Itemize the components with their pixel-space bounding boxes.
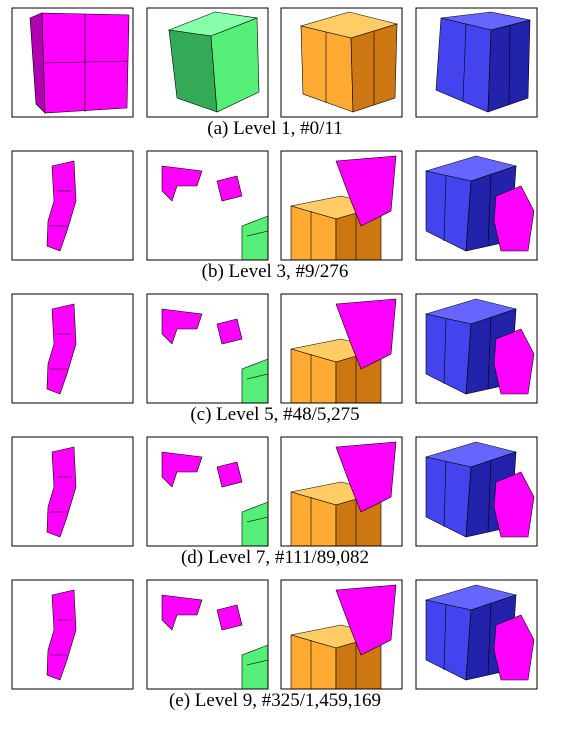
panel — [416, 294, 537, 403]
surface — [242, 502, 268, 546]
render — [162, 452, 268, 546]
panel — [416, 8, 537, 117]
panel — [12, 580, 133, 689]
panel — [147, 437, 268, 546]
surface — [426, 314, 471, 394]
render — [301, 12, 397, 112]
panel — [416, 580, 537, 689]
caption: (c) Level 5, #48/5,275 — [190, 404, 359, 425]
panel — [147, 8, 268, 117]
surface — [301, 26, 353, 112]
render — [426, 442, 534, 537]
render — [47, 447, 76, 537]
surface — [426, 457, 471, 537]
surface — [494, 615, 534, 680]
panel — [147, 580, 268, 689]
panel — [147, 294, 268, 403]
surface — [162, 452, 202, 487]
panel — [281, 8, 402, 117]
surface — [494, 186, 534, 251]
surface — [47, 304, 76, 394]
figure: (a) Level 1, #0/11 (b) Level 3, #9/276 (c)… — [0, 0, 577, 739]
panel — [12, 294, 133, 403]
render — [426, 299, 534, 394]
surface — [169, 30, 217, 112]
surface — [47, 161, 76, 251]
render — [169, 12, 259, 112]
render — [426, 156, 534, 251]
render — [47, 590, 76, 680]
surface — [436, 18, 491, 112]
render — [291, 585, 396, 689]
panel — [416, 437, 537, 546]
surface — [217, 462, 242, 487]
render — [426, 585, 534, 680]
render — [162, 309, 268, 403]
render — [436, 12, 530, 112]
caption: (b) Level 3, #9/276 — [202, 261, 349, 282]
render — [291, 442, 396, 546]
surface — [162, 595, 202, 630]
render — [47, 161, 76, 251]
render — [291, 299, 396, 403]
surface — [494, 472, 534, 537]
surface — [217, 605, 242, 630]
render — [30, 13, 129, 113]
surface — [426, 600, 471, 680]
caption: (d) Level 7, #111/89,082 — [181, 547, 369, 568]
caption: (e) Level 9, #325/1,459,169 — [169, 690, 381, 711]
surface — [242, 359, 268, 403]
render — [162, 166, 268, 260]
panel — [281, 151, 402, 260]
panel — [281, 580, 402, 689]
surface — [217, 176, 242, 201]
panel — [147, 151, 268, 260]
panel — [281, 437, 402, 546]
render — [162, 595, 268, 689]
panel — [416, 151, 537, 260]
render — [47, 304, 76, 394]
surface — [242, 216, 268, 260]
surface — [162, 166, 202, 201]
panel — [12, 437, 133, 546]
render — [291, 156, 396, 260]
surface — [217, 319, 242, 344]
surface — [47, 590, 76, 680]
caption: (a) Level 1, #0/11 — [207, 118, 342, 139]
panel — [281, 294, 402, 403]
panel — [12, 151, 133, 260]
surface — [426, 171, 471, 251]
surface — [162, 309, 202, 344]
surface — [242, 645, 268, 689]
surface — [494, 329, 534, 394]
panel — [12, 8, 133, 117]
surface — [47, 447, 76, 537]
